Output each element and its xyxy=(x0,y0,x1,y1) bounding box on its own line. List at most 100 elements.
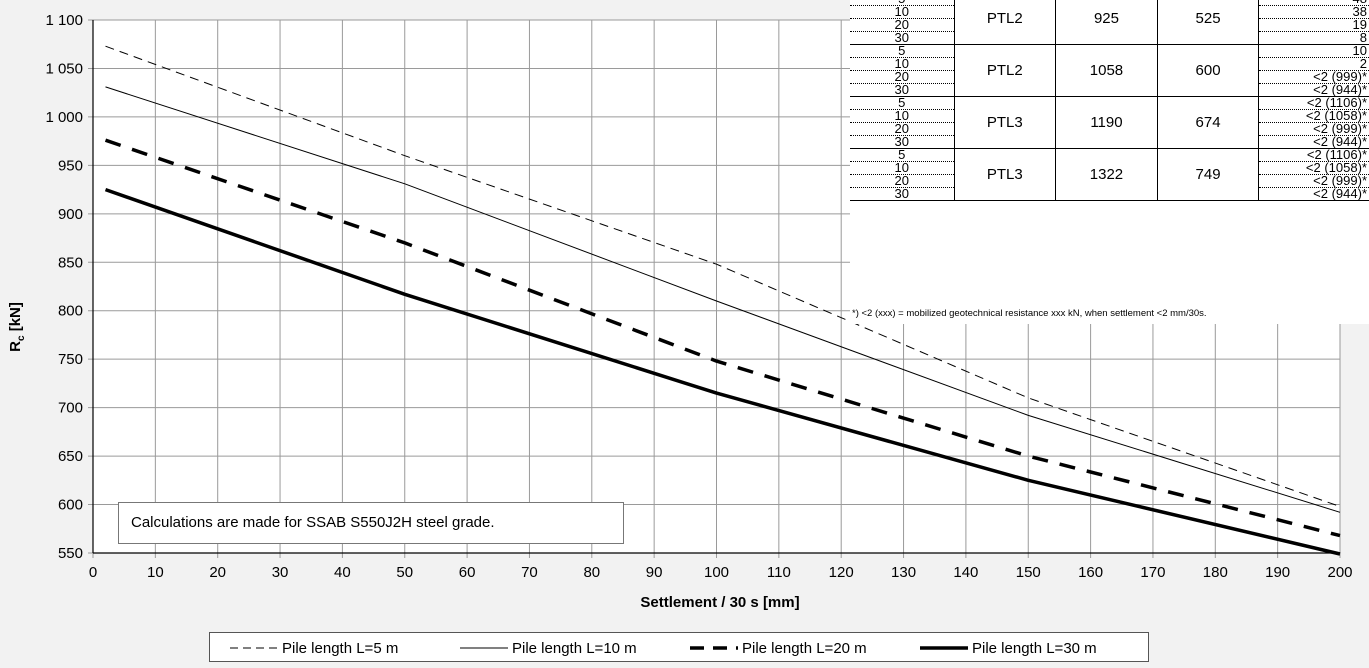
pile-type-cell: PTL2 xyxy=(953,44,1057,97)
y-tick-label: 700 xyxy=(58,400,83,417)
y-tick-label: 1 000 xyxy=(45,109,83,126)
result-cell: <2 (944)* xyxy=(1258,83,1369,97)
result-cell: <2 (1058)* xyxy=(1258,109,1369,123)
table-row: 30 <2 (944)* xyxy=(850,83,1369,97)
legend-item-l10: Pile length L=10 m xyxy=(460,638,637,658)
table-row: 5 PTL3 1322 749 <2 (1106)* xyxy=(850,148,1369,201)
legend-swatch-thick-solid xyxy=(920,646,968,650)
value-cell: 525 xyxy=(1156,0,1260,45)
y-tick-label: 900 xyxy=(58,206,83,223)
pile-type-cell: PTL3 xyxy=(953,96,1057,149)
table-row: 20 <2 (999)* xyxy=(850,174,1369,188)
result-cell: 38 xyxy=(1258,5,1369,19)
y-axis-title-unit: [kN] xyxy=(7,302,24,336)
table-row: 5PTL292552548 xyxy=(850,0,1369,45)
x-tick-label: 40 xyxy=(334,564,351,581)
x-tick-label: 160 xyxy=(1078,564,1103,581)
y-tick-label: 1 100 xyxy=(45,12,83,29)
result-cell: 2 xyxy=(1258,57,1369,71)
x-tick-label: 100 xyxy=(704,564,729,581)
result-cell: <2 (999)* xyxy=(1258,174,1369,188)
result-cell: 19 xyxy=(1258,18,1369,32)
settlement-cell: 5 xyxy=(850,44,955,58)
settlement-cell: 20 xyxy=(850,70,955,84)
table-row: 20 <2 (999)* xyxy=(850,122,1369,136)
x-tick-label: 120 xyxy=(829,564,854,581)
x-tick-label: 180 xyxy=(1203,564,1228,581)
x-tick-label: 90 xyxy=(646,564,663,581)
series-line-4 xyxy=(104,187,1341,556)
pile-type-cell: PTL2 xyxy=(953,0,1057,45)
result-cell: 8 xyxy=(1258,31,1369,45)
settlement-cell: 20 xyxy=(850,174,955,188)
x-tick-label: 80 xyxy=(583,564,600,581)
value-cell: 1058 xyxy=(1055,44,1158,97)
value-cell: 674 xyxy=(1156,96,1260,149)
x-tick-label: 50 xyxy=(396,564,413,581)
x-tick-label: 140 xyxy=(953,564,978,581)
legend-label: Pile length L=30 m xyxy=(972,639,1097,657)
y-axis-title-main: R xyxy=(7,341,24,352)
x-tick-label: 10 xyxy=(147,564,164,581)
table-row: 20 <2 (999)* xyxy=(850,70,1369,84)
table-row: 30 <2 (944)* xyxy=(850,135,1369,149)
x-tick-label: 170 xyxy=(1140,564,1165,581)
result-cell: <2 (944)* xyxy=(1258,135,1369,149)
value-cell: 600 xyxy=(1156,44,1260,97)
settlement-cell: 10 xyxy=(850,109,955,123)
steel-grade-note: Calculations are made for SSAB S550J2H s… xyxy=(118,502,624,544)
value-cell: 925 xyxy=(1055,0,1158,45)
series-line-3 xyxy=(104,138,1341,538)
table-row: 10 <2 (1058)* xyxy=(850,109,1369,123)
x-tick-label: 70 xyxy=(521,564,538,581)
result-cell: <2 (944)* xyxy=(1258,187,1369,201)
settlement-cell: 20 xyxy=(850,122,955,136)
pile-resistance-table: 5PTL292552548103820193085PTL210586001010… xyxy=(850,0,1369,324)
legend-label: Pile length L=10 m xyxy=(512,639,637,657)
value-cell: 1322 xyxy=(1055,148,1158,201)
settlement-cell: 5 xyxy=(850,0,955,6)
settlement-cell: 30 xyxy=(850,135,955,149)
table-row: 30 <2 (944)* xyxy=(850,187,1369,201)
value-cell: 749 xyxy=(1156,148,1260,201)
table-row: 30 8 xyxy=(850,31,1369,45)
settlement-cell: 10 xyxy=(850,5,955,19)
result-cell: <2 (999)* xyxy=(1258,70,1369,84)
settlement-cell: 10 xyxy=(850,57,955,71)
x-tick-label: 130 xyxy=(891,564,916,581)
x-tick-label: 190 xyxy=(1265,564,1290,581)
legend-item-l20: Pile length L=20 m xyxy=(690,638,867,658)
legend-item-l5: Pile length L=5 m xyxy=(230,638,398,658)
x-tick-label: 150 xyxy=(1016,564,1041,581)
settlement-cell: 30 xyxy=(850,187,955,201)
chart-legend: Pile length L=5 m Pile length L=10 m Pil… xyxy=(209,632,1149,662)
table-row: 10 2 xyxy=(850,57,1369,71)
y-tick-label: 1 050 xyxy=(45,60,83,77)
settlement-cell: 5 xyxy=(850,96,955,110)
y-tick-label: 800 xyxy=(58,303,83,320)
pile-type-cell: PTL3 xyxy=(953,148,1057,201)
x-axis-title: Settlement / 30 s [mm] xyxy=(640,594,800,611)
y-axis-title-subscript: c xyxy=(16,335,27,342)
legend-label: Pile length L=5 m xyxy=(282,639,399,657)
settlement-cell: 5 xyxy=(850,148,955,162)
legend-label: Pile length L=20 m xyxy=(742,639,867,657)
y-tick-label: 550 xyxy=(58,545,83,562)
result-cell: 48 xyxy=(1258,0,1369,6)
table-row: 10 38 xyxy=(850,5,1369,19)
x-tick-label: 30 xyxy=(272,564,289,581)
result-cell: <2 (999)* xyxy=(1258,122,1369,136)
y-tick-label: 750 xyxy=(58,351,83,368)
legend-item-l30: Pile length L=30 m xyxy=(920,638,1097,658)
legend-swatch-thin-dashed xyxy=(230,647,278,649)
legend-swatch-thick-dashed xyxy=(690,646,738,650)
x-tick-label: 20 xyxy=(209,564,226,581)
x-tick-label: 110 xyxy=(767,564,791,581)
series-line-1 xyxy=(105,45,1341,507)
y-tick-label: 600 xyxy=(58,497,83,514)
legend-swatch-thin-solid xyxy=(460,647,508,649)
table-row: 5 PTL2 1058 600 10 xyxy=(850,44,1369,97)
y-axis-title: Rc [kN] xyxy=(4,270,34,390)
x-tick-label: 200 xyxy=(1327,564,1352,581)
